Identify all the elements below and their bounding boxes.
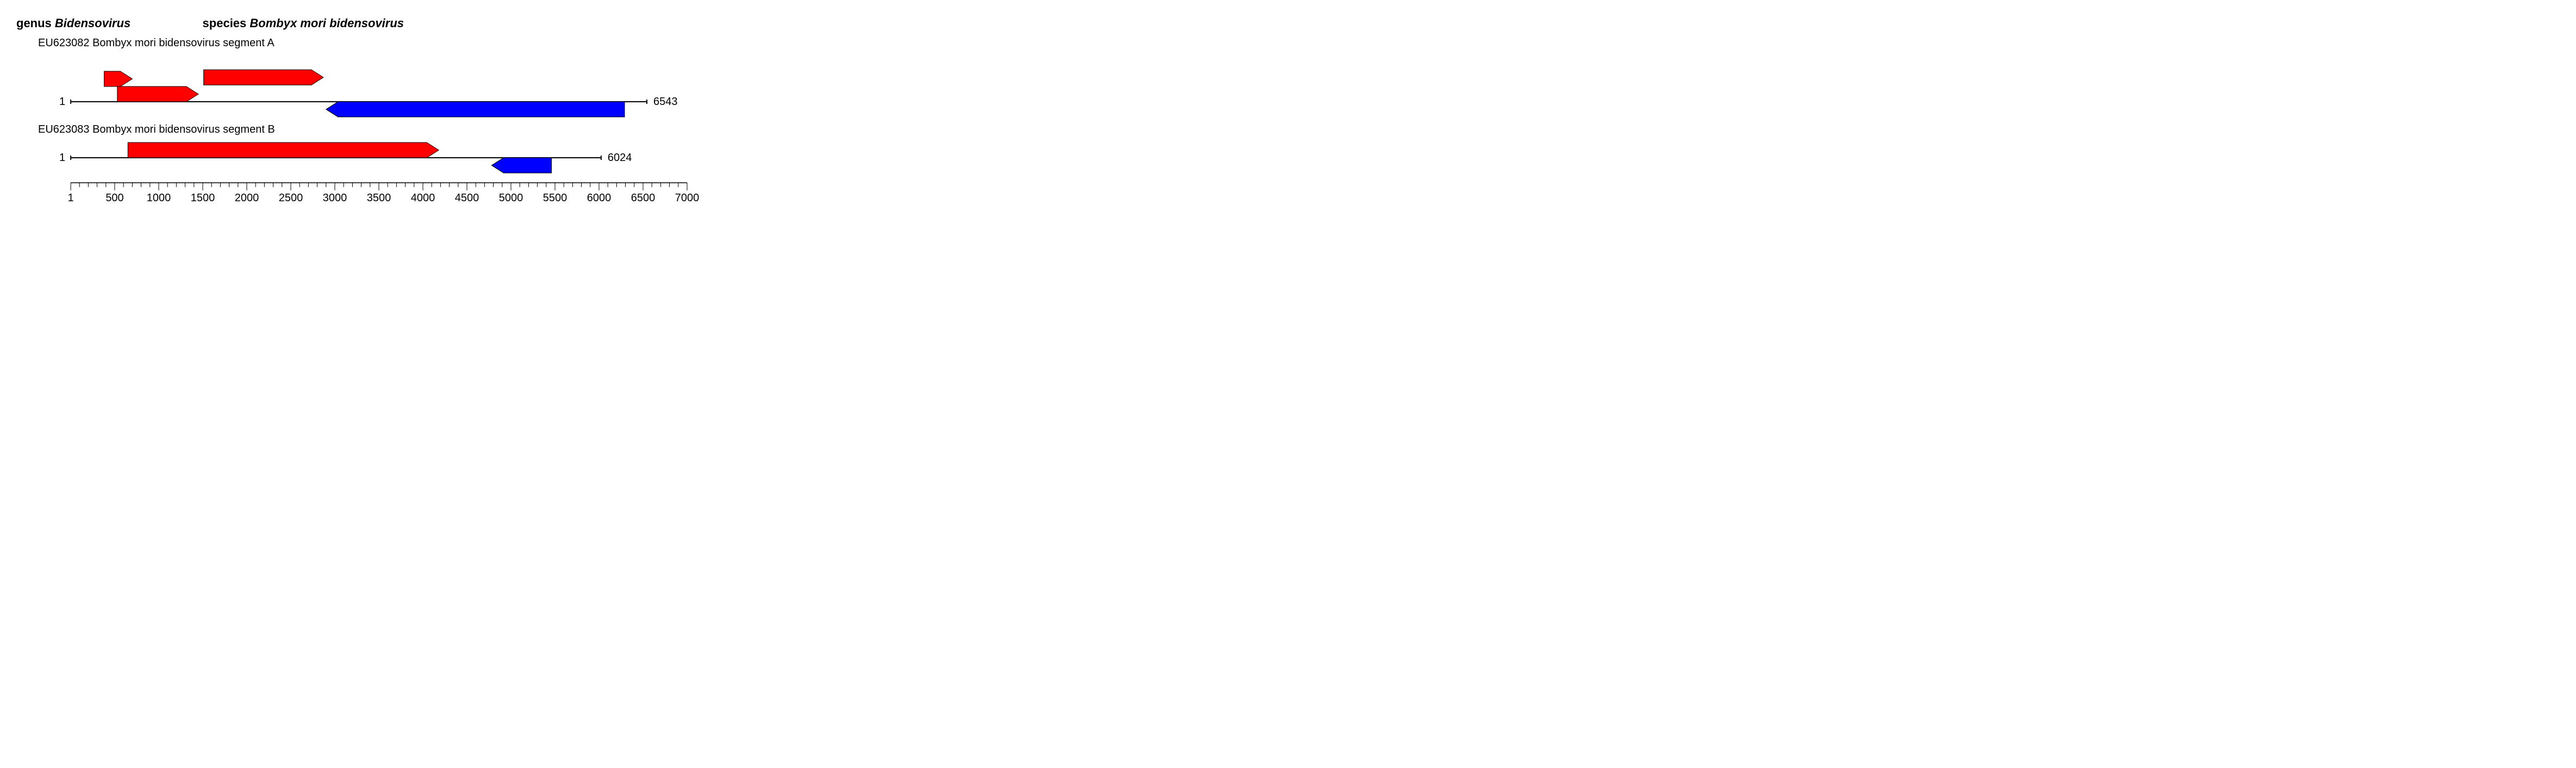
feature-arrow	[204, 70, 323, 85]
segment-diagram: 1 6024	[16, 138, 723, 176]
genus-label: genus	[16, 16, 52, 30]
axis-end-label: 6543	[653, 96, 678, 108]
feature-arrow	[491, 158, 551, 173]
ruler-label: 7000	[675, 192, 700, 204]
ruler-label: 4500	[455, 192, 479, 204]
ruler-label: 2500	[279, 192, 303, 204]
ruler-label: 500	[105, 192, 123, 204]
feature-arrow	[104, 71, 133, 86]
feature-arrow	[326, 102, 625, 117]
scale-ruler: 1500100015002000250030003500400045005000…	[16, 176, 723, 214]
genus-name: Bidensovirus	[55, 16, 130, 30]
ruler-label: 4000	[411, 192, 435, 204]
axis-start-label: 1	[59, 152, 65, 164]
ruler-label: 2000	[235, 192, 259, 204]
diagram-header: genus Bidensovirus species Bombyx mori b…	[16, 16, 723, 30]
species-label: species	[203, 16, 247, 30]
ruler-label: 1	[68, 192, 74, 204]
ruler-label: 1500	[191, 192, 215, 204]
ruler-label: 3500	[367, 192, 391, 204]
segment-title: EU623082 Bombyx mori bidensovirus segmen…	[38, 37, 723, 49]
axis-end-label: 6024	[608, 152, 632, 164]
ruler-label: 5500	[543, 192, 567, 204]
axis-start-label: 1	[59, 96, 65, 108]
ruler-label: 6500	[631, 192, 656, 204]
ruler-label: 1000	[147, 192, 171, 204]
species-name: Bombyx mori bidensovirus	[250, 16, 404, 30]
feature-arrow	[128, 143, 439, 158]
ruler-label: 3000	[323, 192, 347, 204]
segments-area: EU623082 Bombyx mori bidensovirus segmen…	[16, 37, 723, 176]
segment-diagram: 1 6543	[16, 52, 723, 120]
feature-arrow	[117, 86, 198, 102]
ruler-label: 5000	[499, 192, 523, 204]
segment-title: EU623083 Bombyx mori bidensovirus segmen…	[38, 123, 723, 136]
ruler-label: 6000	[587, 192, 612, 204]
